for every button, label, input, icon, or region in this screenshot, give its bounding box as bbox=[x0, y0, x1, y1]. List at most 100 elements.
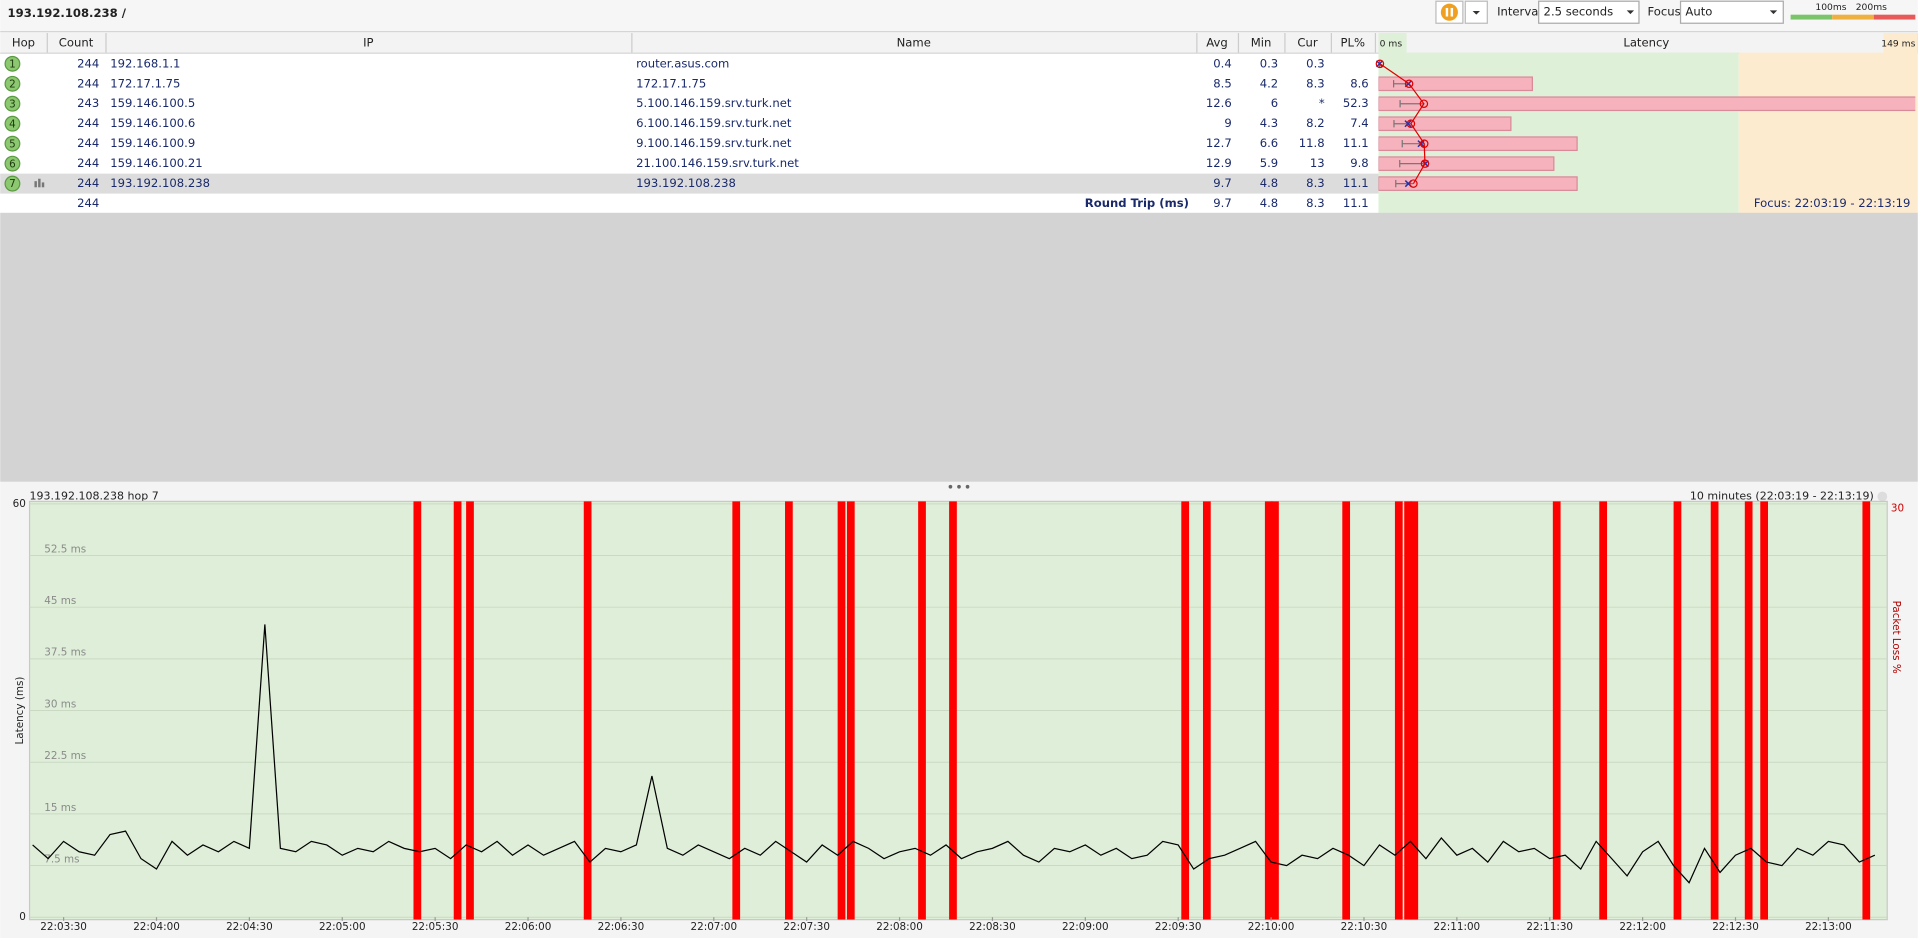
timeline-title: 193.192.108.238 hop 7 bbox=[30, 490, 159, 503]
packet-loss-bar bbox=[1202, 501, 1211, 920]
summary-cur: 8.3 bbox=[1306, 196, 1324, 210]
column-header: IP bbox=[363, 35, 373, 49]
x-tick-label: 22:12:30 bbox=[1712, 921, 1759, 933]
scale-orange bbox=[1832, 14, 1874, 20]
table-cell: 159.146.100.21 bbox=[110, 156, 202, 170]
table-cell: 172.17.1.75 bbox=[110, 76, 180, 90]
latency-scale-label: 0 ms bbox=[1380, 39, 1403, 50]
table-cell: 12.7 bbox=[1206, 136, 1232, 150]
table-cell: 0.4 bbox=[1213, 56, 1231, 70]
focus-label: Focus bbox=[1648, 5, 1681, 19]
packet-loss-bar bbox=[453, 501, 462, 920]
summary-avg: 9.7 bbox=[1213, 196, 1231, 210]
range-menu[interactable] bbox=[1877, 491, 1888, 502]
interval-select[interactable] bbox=[1538, 0, 1640, 24]
table-cell: 192.168.1.1 bbox=[110, 56, 180, 70]
y-tick-label: 30 ms bbox=[44, 698, 76, 710]
pause-bar bbox=[1450, 7, 1454, 17]
interval-value: 2.5 seconds bbox=[1544, 5, 1614, 19]
current-marker bbox=[1375, 60, 1384, 68]
packet-loss-bar bbox=[732, 501, 741, 920]
packet-loss-bar bbox=[1599, 501, 1608, 920]
column-header: Hop bbox=[12, 35, 35, 49]
column-header: Count bbox=[59, 35, 94, 49]
splitter-dot[interactable] bbox=[948, 484, 953, 489]
packet-loss-bar bbox=[1264, 501, 1273, 920]
table-cell: 244 bbox=[77, 116, 99, 130]
avg-marker bbox=[1406, 119, 1416, 128]
table-cell: 244 bbox=[77, 136, 99, 150]
packet-loss-bar bbox=[1710, 501, 1719, 920]
y-tick-label: 7.5 ms bbox=[44, 853, 79, 865]
avg-line bbox=[1379, 63, 1426, 184]
table-row bbox=[0, 133, 1379, 154]
splitter-dot[interactable] bbox=[957, 484, 961, 489]
latency-line bbox=[32, 624, 1876, 884]
hop-badge bbox=[4, 95, 21, 112]
x-tick-label: 22:09:00 bbox=[1062, 921, 1109, 933]
hop-number: 5 bbox=[9, 138, 16, 150]
packet-loss-bar bbox=[413, 501, 422, 920]
table-cell: 244 bbox=[77, 76, 99, 90]
loss-bar bbox=[1378, 96, 1916, 112]
scale-label: 200ms bbox=[1856, 2, 1887, 13]
table-cell: 193.192.108.238 bbox=[636, 176, 736, 190]
y2-tick-label: 30 bbox=[1891, 503, 1904, 515]
packet-loss-bar bbox=[1862, 501, 1871, 920]
hop-number: 7 bbox=[9, 178, 16, 190]
column-header: PL% bbox=[1341, 35, 1366, 49]
hop-badge bbox=[4, 175, 21, 192]
focus-range: Focus: 22:03:19 - 22:13:19 bbox=[1754, 196, 1911, 210]
latency-scale-label: 149 ms bbox=[1881, 39, 1915, 50]
table-row bbox=[0, 153, 1379, 174]
x-tick-label: 22:03:30 bbox=[40, 921, 87, 933]
table-row bbox=[0, 73, 1379, 94]
packet-loss-bar bbox=[1552, 501, 1561, 920]
table-cell: 172.17.1.75 bbox=[636, 76, 706, 90]
pause-icon bbox=[1440, 3, 1458, 21]
packet-loss-bar bbox=[918, 501, 926, 920]
table-row bbox=[0, 173, 1379, 194]
focus-select[interactable] bbox=[1679, 0, 1784, 24]
x-tick-label: 22:13:00 bbox=[1805, 921, 1852, 933]
scale-green bbox=[1790, 14, 1833, 20]
avg-marker bbox=[1419, 139, 1429, 148]
y-tick-label: 60 bbox=[13, 498, 26, 510]
table-row bbox=[0, 113, 1379, 134]
packet-loss-bar bbox=[785, 501, 793, 920]
x-tick-label: 22:04:00 bbox=[133, 921, 180, 933]
timeline-range[interactable]: 10 minutes (22:03:19 - 22:13:19) bbox=[1690, 490, 1874, 503]
y-axis-label: Latency (ms) bbox=[14, 677, 26, 745]
target-title: 193.192.108.238 / bbox=[8, 6, 127, 20]
table-cell: 8.5 bbox=[1213, 76, 1231, 90]
y-tick-label: 22.5 ms bbox=[44, 750, 86, 762]
x-tick-label: 22:11:30 bbox=[1526, 921, 1573, 933]
table-cell: 159.146.100.6 bbox=[110, 116, 195, 130]
hop-badge bbox=[4, 55, 21, 72]
avg-marker bbox=[1375, 59, 1385, 69]
hop-number: 4 bbox=[9, 118, 16, 130]
summary-count: 244 bbox=[77, 196, 99, 210]
x-tick-label: 22:11:00 bbox=[1434, 921, 1481, 933]
avg-marker bbox=[1404, 79, 1414, 89]
packet-loss-bar bbox=[837, 501, 846, 920]
scale-label: 100ms bbox=[1815, 2, 1846, 13]
loss-bar bbox=[1378, 136, 1578, 152]
dropdown-arrow bbox=[1769, 10, 1778, 15]
splitter-dot[interactable] bbox=[965, 484, 970, 489]
table-cell: 0.3 bbox=[1260, 56, 1278, 70]
column-header: Name bbox=[897, 35, 931, 49]
x-tick-label: 22:12:00 bbox=[1619, 921, 1666, 933]
table-cell: 9.7 bbox=[1213, 176, 1231, 190]
table-cell: * bbox=[1319, 96, 1325, 110]
hop-number: 6 bbox=[9, 158, 16, 170]
table-row bbox=[0, 93, 1379, 114]
table-cell: 8.3 bbox=[1306, 76, 1324, 90]
pause-bar bbox=[1445, 7, 1449, 17]
table-cell: 4.8 bbox=[1260, 176, 1278, 190]
table-cell: 11.1 bbox=[1343, 176, 1369, 190]
column-header: Latency bbox=[1623, 35, 1669, 49]
x-tick-label: 22:09:30 bbox=[1155, 921, 1202, 933]
